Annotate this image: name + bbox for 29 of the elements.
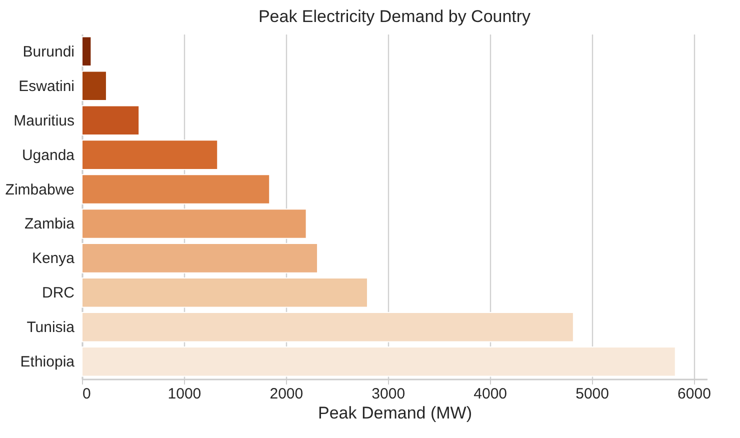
bar (82, 243, 318, 274)
bar (82, 174, 270, 204)
y-tick-label: Zimbabwe (5, 181, 74, 198)
y-tick-label: Burundi (22, 43, 74, 60)
y-tick-label: Mauritius (14, 112, 74, 130)
y-tick-label: Uganda (22, 146, 76, 164)
x-tick-label: 3000 (372, 386, 406, 402)
bar (82, 208, 307, 239)
bar (82, 105, 140, 136)
x-tick-label: 2000 (270, 386, 304, 402)
x-tick-label: 4000 (474, 386, 508, 402)
chart-title: Peak Electricity Demand by Country (258, 7, 532, 26)
x-axis-title: Peak Demand (MW) (318, 404, 472, 422)
y-tick-label: Tunisia (26, 319, 76, 336)
x-tick-label: 1000 (168, 386, 202, 402)
y-tick-label: Ethiopia (20, 354, 76, 371)
x-tick-label: 5000 (576, 386, 609, 402)
bar (82, 278, 368, 308)
x-tick-label: 6000 (678, 386, 711, 402)
bar (82, 140, 218, 170)
bar (82, 312, 574, 342)
y-tick-label: Zambia (24, 216, 76, 233)
bar (82, 70, 107, 102)
bar (82, 36, 92, 67)
y-tick-label: Eswatini (18, 78, 74, 95)
x-tick-label: 0 (82, 386, 91, 402)
y-tick-label: Kenya (32, 250, 76, 268)
bar (82, 346, 676, 377)
y-tick-label: DRC (42, 284, 75, 302)
